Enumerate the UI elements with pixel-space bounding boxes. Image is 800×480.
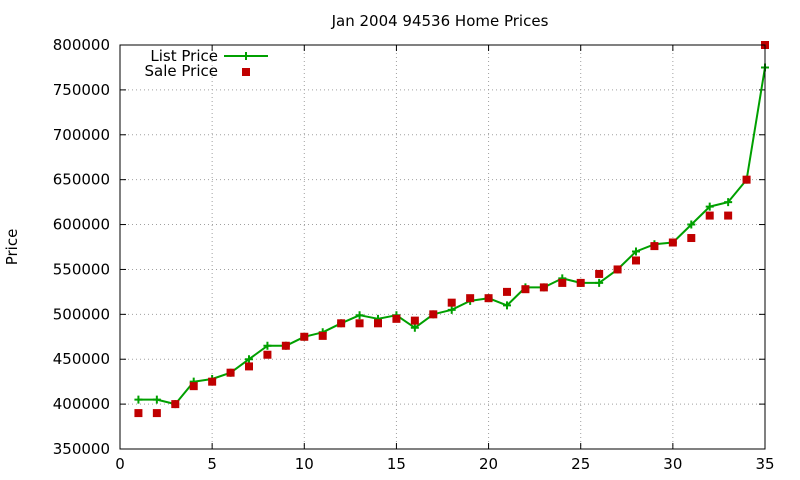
point-sale-price: [466, 294, 475, 303]
point-sale-price: [337, 319, 346, 328]
point-sale-price: [300, 332, 309, 341]
point-sale-price: [208, 377, 217, 386]
point-sale-price: [355, 319, 364, 328]
x-tick-label: 0: [115, 455, 125, 473]
point-sale-price: [724, 211, 733, 220]
point-sale-price: [558, 278, 567, 287]
point-sale-price: [503, 287, 511, 296]
y-tick-label: 350000: [53, 440, 110, 458]
point-sale-price: [742, 175, 751, 184]
point-list-price: [687, 220, 696, 229]
point-sale-price: [687, 234, 696, 243]
point-sale-price: [410, 316, 419, 325]
tick-labels: 0 5 10 15 20 25 30 35 350000 400000 450000 500000 55…: [53, 36, 775, 473]
y-tick-label: 450000: [53, 350, 110, 368]
point-list-price: [724, 198, 733, 207]
y-tick-label: 800000: [53, 36, 110, 54]
point-sale-price: [705, 211, 714, 220]
y-tick-label: 650000: [53, 171, 110, 189]
x-tick-label: 10: [295, 455, 314, 473]
point-list-price: [447, 305, 456, 314]
point-list-price: [152, 395, 161, 404]
point-list-price: [632, 247, 640, 256]
point-list-price: [134, 395, 143, 404]
y-tick-label: 600000: [53, 216, 110, 234]
x-tick-label: 5: [207, 455, 217, 473]
point-sale-price: [668, 238, 677, 247]
point-sale-price: [374, 319, 382, 328]
y-tick-label: 400000: [53, 395, 110, 413]
point-sale-price: [539, 283, 548, 292]
point-sale-price: [613, 265, 622, 274]
y-tick-label: 700000: [53, 126, 110, 144]
plot-frame: [119, 44, 766, 450]
point-sale-price: [392, 314, 401, 323]
legend: List Price Sale Price: [145, 47, 268, 80]
point-sale-price: [595, 269, 604, 278]
point-sale-price: [171, 400, 180, 409]
point-sale-price: [226, 368, 235, 377]
point-sale-price: [576, 278, 585, 287]
point-sale-price: [632, 256, 640, 265]
legend-marker-sale-price: [242, 68, 250, 76]
point-list-price: [595, 278, 604, 287]
point-sale-price: [245, 362, 253, 371]
legend-label-list-price: List Price: [150, 47, 218, 65]
point-sale-price: [447, 298, 456, 307]
legend-label-sale-price: Sale Price: [145, 62, 218, 80]
point-list-price: [705, 202, 714, 211]
legend-marker-list-price: [242, 52, 250, 60]
point-sale-price: [318, 331, 327, 340]
point-sale-price: [134, 409, 143, 418]
point-list-price: [410, 323, 419, 332]
x-tick-label: 35: [755, 455, 774, 473]
y-axis-label: Price: [3, 229, 21, 266]
point-list-price: [263, 341, 272, 350]
axis-ticks: [119, 44, 766, 450]
point-sale-price: [281, 341, 290, 350]
series-list-price: [134, 63, 769, 409]
series-sale-price: [134, 41, 769, 418]
y-tick-label: 750000: [53, 81, 110, 99]
y-tick-label: 550000: [53, 260, 110, 278]
series-line-list-price: [138, 67, 766, 406]
series: [134, 41, 769, 418]
x-tick-label: 15: [387, 455, 406, 473]
point-list-price: [355, 311, 364, 320]
x-tick-label: 20: [479, 455, 498, 473]
point-sale-price: [429, 310, 438, 319]
y-tick-label: 500000: [53, 305, 110, 323]
point-sale-price: [521, 285, 530, 294]
point-sale-price: [484, 294, 493, 303]
grid: [120, 45, 765, 449]
point-list-price: [245, 355, 253, 364]
point-sale-price: [152, 409, 161, 418]
x-tick-label: 30: [663, 455, 682, 473]
x-tick-label: 25: [571, 455, 590, 473]
point-sale-price: [650, 242, 659, 251]
point-list-price: [503, 301, 511, 310]
point-sale-price: [263, 350, 272, 359]
chart-title: Jan 2004 94536 Home Prices: [331, 12, 549, 30]
point-sale-price: [189, 382, 198, 391]
